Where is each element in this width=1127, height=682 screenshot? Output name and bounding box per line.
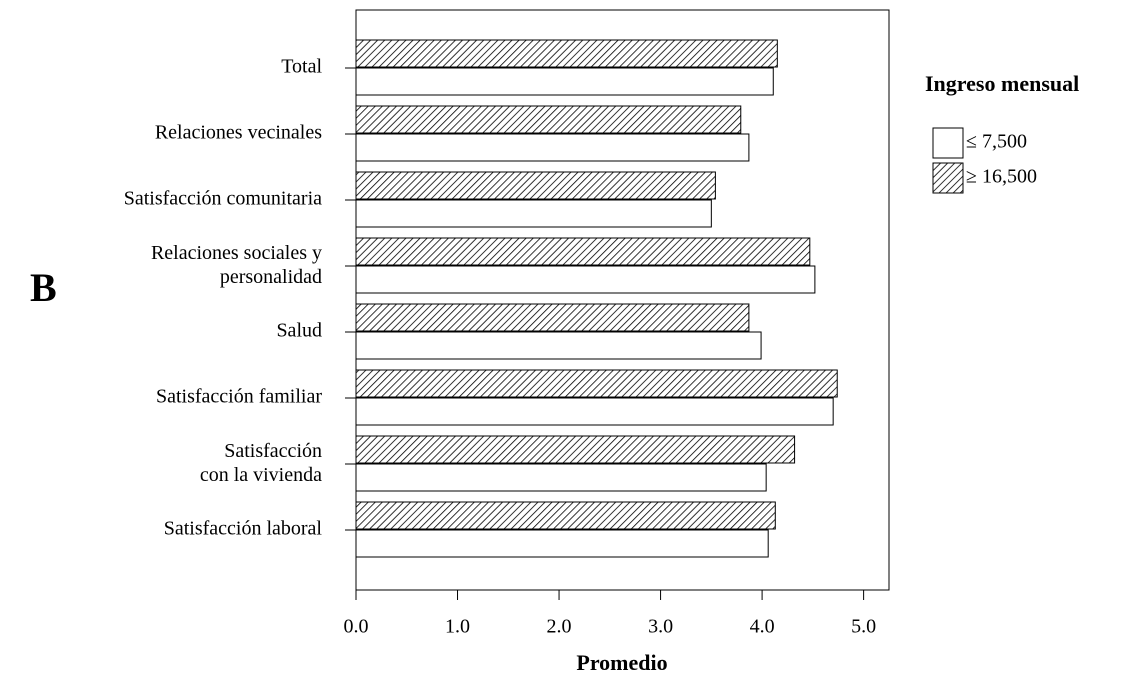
x-tick-label: 2.0	[547, 616, 572, 638]
y-tick-label: Satisfacción familiar	[156, 386, 322, 408]
plot-frame	[355, 9, 890, 591]
x-tick-label: 3.0	[648, 616, 673, 638]
bar	[355, 237, 811, 266]
bar	[355, 67, 774, 96]
bar	[355, 331, 762, 360]
bar	[355, 39, 778, 68]
panel-label: B	[30, 265, 57, 310]
y-tick-label: Relaciones vecinales	[155, 122, 322, 144]
y-tick-label: Satisfacción comunitaria	[124, 188, 322, 210]
bar	[355, 501, 776, 530]
bar	[355, 133, 750, 162]
y-tick-label: Relaciones sociales y personalidad	[151, 242, 322, 288]
x-tick-label: 0.0	[344, 616, 369, 638]
legend-title: Ingreso mensual	[925, 71, 1079, 96]
bar	[355, 303, 750, 332]
bar	[355, 199, 712, 228]
y-tick-label: Salud	[276, 320, 322, 342]
bar	[355, 435, 796, 464]
x-tick-label: 1.0	[445, 616, 470, 638]
bar	[355, 265, 816, 294]
legend-label: ≤ 7,500	[966, 131, 1027, 153]
y-tick-label: Total	[281, 56, 322, 78]
bar	[355, 171, 716, 200]
x-tick-label: 5.0	[851, 616, 876, 638]
bar	[355, 529, 769, 558]
y-tick-label: Satisfacción con la vivienda	[200, 440, 322, 486]
x-tick-label: 4.0	[750, 616, 775, 638]
bar	[355, 397, 834, 426]
bar	[355, 105, 742, 134]
legend-swatch	[932, 127, 964, 159]
bar	[355, 369, 838, 398]
x-axis-title: Promedio	[576, 650, 667, 675]
legend-label: ≥ 16,500	[966, 166, 1037, 188]
legend-swatch	[932, 162, 964, 194]
y-tick-label: Satisfacción laboral	[164, 518, 323, 540]
bar	[355, 463, 767, 492]
